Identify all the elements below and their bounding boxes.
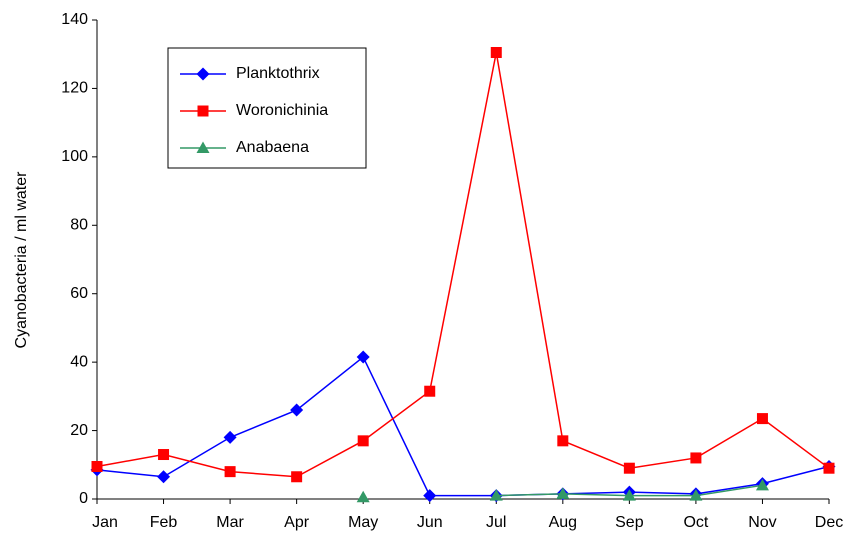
data-point [158, 449, 170, 461]
x-tick-label: Dec [815, 514, 843, 531]
y-tick-label: 0 [79, 490, 88, 507]
x-tick-label: Jan [92, 514, 118, 531]
data-point [556, 487, 570, 499]
legend-label: Planktothrix [236, 65, 320, 82]
legend-label: Anabaena [236, 139, 309, 156]
series-line [96, 355, 830, 497]
data-point [424, 385, 436, 397]
data-point [423, 489, 437, 503]
x-tick-label: Mar [216, 514, 244, 531]
legend-marker [196, 141, 210, 153]
x-tick-label: Jul [486, 514, 506, 531]
x-tick-label: May [348, 514, 378, 531]
data-point [622, 489, 636, 501]
x-tick-label: Feb [150, 514, 178, 531]
data-point [490, 47, 502, 59]
y-tick-label: 100 [61, 148, 88, 165]
y-tick-label: 20 [70, 422, 88, 439]
data-point [91, 460, 103, 472]
data-point [689, 489, 703, 501]
data-point [489, 489, 503, 501]
y-axis-label: Cyanobacteria / ml water [13, 171, 30, 349]
y-tick-label: 140 [61, 11, 88, 28]
legend-marker [197, 105, 209, 117]
x-tick-label: Aug [549, 514, 577, 531]
x-tick-label: Oct [683, 514, 708, 531]
data-point [357, 435, 369, 447]
y-tick-label: 120 [61, 80, 88, 97]
data-point [623, 462, 635, 474]
x-tick-label: Nov [748, 514, 776, 531]
series-line [96, 52, 830, 478]
data-point [823, 462, 835, 474]
y-tick-label: 60 [70, 285, 88, 302]
data-point [224, 466, 236, 478]
y-tick-label: 80 [70, 217, 88, 234]
legend-marker [196, 67, 210, 81]
legend: Planktothrix Woronichinia Anabaena [167, 47, 367, 169]
x-tick-label: Sep [615, 514, 644, 531]
data-point [755, 478, 769, 491]
data-point [223, 430, 237, 444]
x-tick-label: Jun [417, 514, 443, 531]
data-point [356, 490, 370, 503]
x-tick-label: Apr [284, 514, 310, 531]
data-point [557, 435, 569, 447]
data-point [291, 471, 303, 483]
data-point [290, 403, 304, 417]
legend-label: Woronichinia [236, 102, 328, 119]
data-point [356, 350, 370, 364]
data-point [690, 452, 702, 464]
y-tick-label: 40 [70, 353, 88, 370]
data-point [756, 413, 768, 425]
data-point [157, 470, 171, 484]
